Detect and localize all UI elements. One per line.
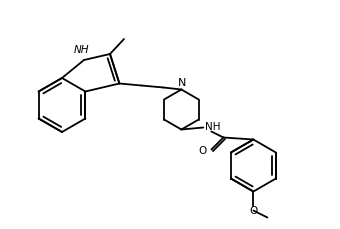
Text: NH: NH [73, 45, 89, 55]
Text: O: O [198, 145, 206, 155]
Text: N: N [178, 77, 187, 87]
Text: NH: NH [205, 122, 221, 131]
Text: O: O [249, 207, 257, 216]
